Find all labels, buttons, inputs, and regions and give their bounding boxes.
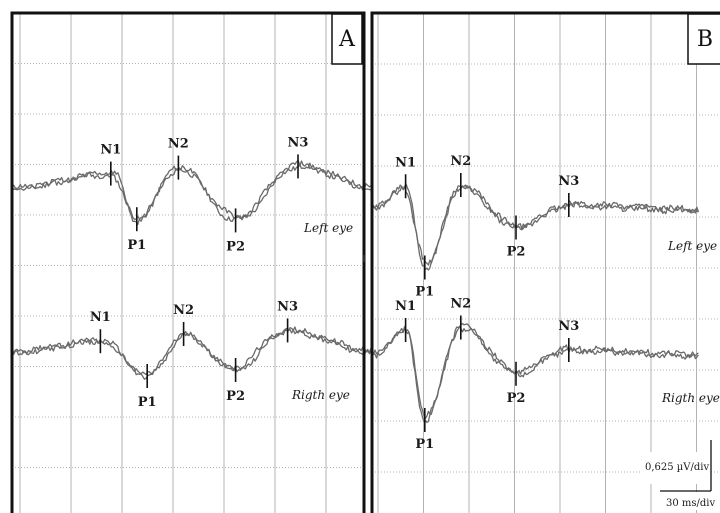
panel-a-background — [12, 12, 364, 513]
panel-a-right-eye-p1-label: P1 — [138, 395, 157, 410]
panel-b-left-eye-trace-2 — [371, 184, 700, 266]
panel-b-traces — [371, 183, 700, 424]
panel-b-right-eye-n2-label: N2 — [450, 297, 471, 312]
scale-amplitude-label: 0,625 µV/div — [645, 462, 709, 473]
panel-b-left-eye-label: Left eye — [667, 239, 717, 253]
panel-a-letter-box — [331, 13, 363, 65]
panel-a-traces — [11, 159, 377, 380]
panel-a-frame — [10, 11, 366, 513]
panel-b-left-eye-n1-label: N1 — [395, 155, 416, 170]
panel-a-peak-markers: N1 P1 N2 P2 N3 N1 P1 N2 P2 N3 — [90, 135, 309, 410]
panel-a-left-eye-n3-label: N3 — [288, 135, 309, 150]
panel-b-grid — [372, 12, 720, 513]
panel-a-right-eye-n3-label: N3 — [277, 299, 298, 314]
panel-b-right-eye-p2-label: P2 — [507, 391, 526, 406]
panel-a-left-eye-n1-label: N1 — [100, 143, 121, 158]
panel-a-right-eye-n1-label: N1 — [90, 310, 111, 325]
panel-a-left-eye-p2-label: P2 — [226, 239, 245, 254]
panel-b-background — [372, 12, 720, 513]
scale-bar: 0,625 µV/div 30 ms/div — [640, 440, 716, 510]
panel-a-right-eye-trace-1 — [11, 328, 376, 380]
panel-b-right-eye-label: Rigth eye — [661, 391, 720, 405]
panel-a-left-eye-n2-label: N2 — [168, 137, 189, 152]
panel-a-letter: A — [338, 27, 356, 52]
panel-b-right-eye-n3-label: N3 — [558, 319, 579, 334]
panel-b-right-eye-trace-2 — [371, 323, 699, 420]
panel-a-right-eye-p2-label: P2 — [226, 389, 245, 404]
scale-label-background — [640, 452, 710, 484]
panel-b-left-eye-p2-label: P2 — [507, 245, 526, 260]
scale-label-background-2 — [658, 492, 716, 510]
panel-a-left-eye-p1-label: P1 — [127, 238, 146, 253]
panel-a-grid — [12, 12, 364, 513]
panel-a-left-eye-label: Left eye — [303, 221, 353, 235]
panel-b-letter: B — [697, 27, 713, 52]
panel-a-right-eye-trace-2 — [11, 326, 377, 376]
panel-b-left-eye-n2-label: N2 — [450, 154, 471, 169]
panel-a-right-eye-label: Rigth eye — [291, 388, 350, 402]
panel-b-right-eye-p1-label: P1 — [415, 437, 434, 452]
panel-b-left-eye-n3-label: N3 — [558, 174, 579, 189]
panel-b-frame — [370, 11, 720, 513]
panel-a-left-eye-trace-2 — [11, 159, 377, 226]
panel-b-letter-box — [687, 13, 720, 65]
panel-a-right-eye-n2-label: N2 — [173, 303, 194, 318]
scale-time-label: 30 ms/div — [666, 498, 715, 509]
panel-b-right-eye-n1-label: N1 — [395, 299, 416, 314]
panel-b-left-eye-p1-label: P1 — [415, 285, 434, 300]
